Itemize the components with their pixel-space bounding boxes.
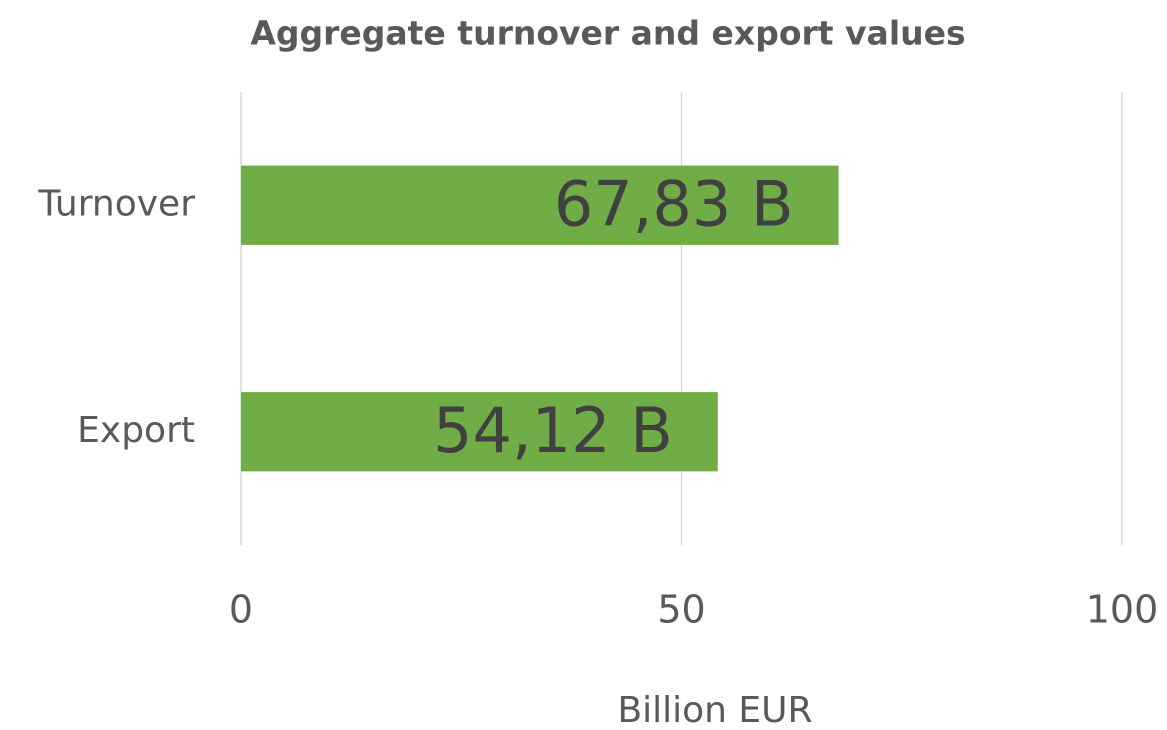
data-label: 67,83 B	[554, 167, 794, 240]
x-axis-label: Billion EUR	[617, 690, 812, 730]
bar	[241, 392, 718, 472]
bar	[241, 165, 839, 245]
x-tick-label: 100	[1086, 588, 1159, 632]
x-tick-label: 50	[657, 588, 705, 632]
chart-title: Aggregate turnover and export values	[250, 14, 965, 53]
data-label: 54,12 B	[433, 394, 673, 467]
x-tick-label: 0	[229, 588, 253, 632]
y-tick-label: Export	[77, 410, 195, 451]
y-tick-label: Turnover	[37, 183, 195, 224]
